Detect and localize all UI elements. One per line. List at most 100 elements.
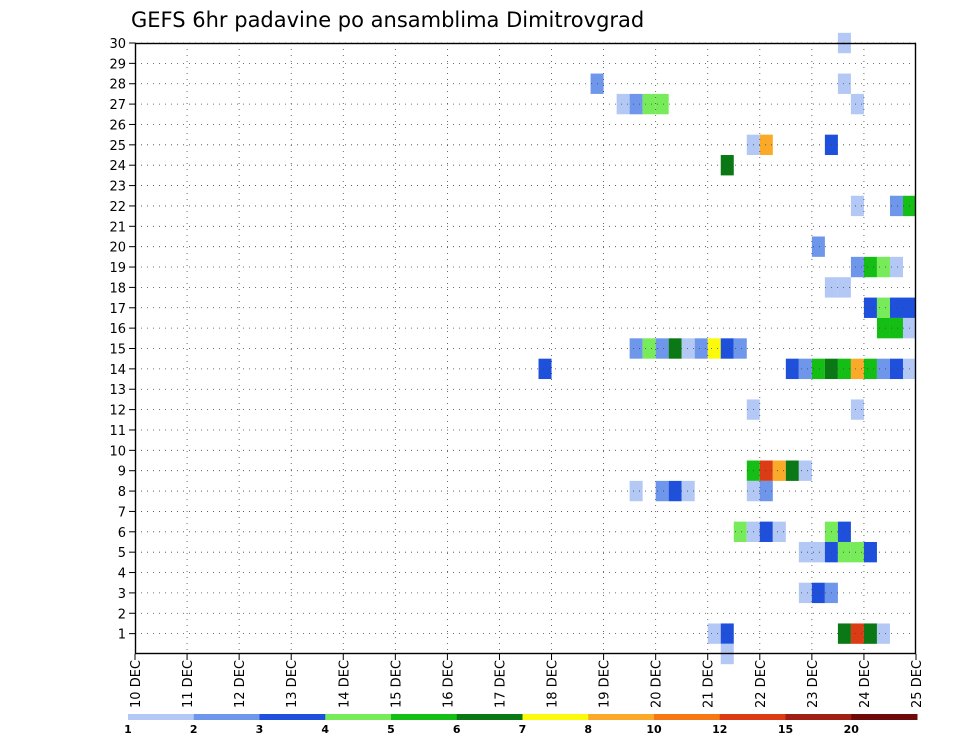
x-tick-label: 21 DEC: [702, 660, 717, 708]
precip-cell: [863, 358, 877, 380]
legend-swatch: [193, 714, 260, 720]
y-tick-label: 16: [109, 322, 126, 337]
x-tick-label: 16 DEC: [441, 660, 456, 708]
y-tick-label: 13: [109, 383, 126, 398]
y-tick-label: 21: [109, 220, 126, 235]
y-tick-label: 17: [109, 302, 126, 317]
precip-cell: [733, 521, 747, 542]
legend-label: 6: [453, 723, 461, 736]
precip-cell: [655, 93, 669, 115]
legend-label: 5: [387, 723, 395, 736]
precip-cell: [850, 195, 864, 217]
precip-cell: [863, 541, 877, 563]
legend-swatch: [128, 714, 195, 720]
legend-swatch: [522, 714, 589, 720]
precip-cell: [642, 93, 656, 115]
y-tick-label: 4: [118, 567, 126, 582]
legend-label: 8: [584, 723, 592, 736]
precip-cell: [629, 480, 643, 502]
y-axis: 1234567891011121314151617181920212223242…: [109, 37, 135, 643]
precip-cell: [837, 277, 851, 298]
precip-cell: [811, 236, 825, 257]
x-tick-label: 11 DEC: [181, 660, 196, 708]
x-tick-label: 15 DEC: [389, 660, 404, 708]
x-tick-label: 20 DEC: [650, 660, 665, 708]
precip-cell: [772, 521, 786, 542]
y-tick-label: 9: [118, 465, 126, 480]
precip-cell: [876, 317, 890, 339]
y-tick-label: 18: [109, 281, 126, 296]
chart-title: GEFS 6hr padavine po ansamblima Dimitrov…: [131, 8, 644, 32]
y-tick-label: 15: [109, 343, 126, 358]
y-tick-label: 24: [109, 159, 126, 174]
legend-label: 3: [256, 723, 264, 736]
precip-cell: [538, 358, 552, 380]
precip-cell: [876, 256, 890, 278]
precip-cell: [694, 338, 708, 359]
y-tick-label: 23: [109, 180, 126, 195]
precip-cell: [850, 256, 864, 278]
precip-cell: [720, 623, 734, 644]
precip-cell: [889, 358, 903, 380]
precip-cell: [707, 338, 721, 359]
precip-cell: [837, 623, 851, 644]
precip-cell: [889, 195, 903, 217]
legend-swatch: [588, 714, 655, 720]
precip-cell: [798, 541, 812, 563]
legend-swatch: [851, 714, 918, 720]
precip-cell: [642, 338, 656, 359]
precip-cell: [889, 256, 903, 278]
precip-cell: [837, 541, 851, 563]
precip-cell: [616, 93, 630, 115]
precip-cell: [876, 297, 890, 318]
precip-cell: [837, 358, 851, 380]
precip-cell: [889, 297, 903, 318]
precip-cell: [759, 480, 773, 502]
y-tick-label: 2: [118, 607, 126, 622]
precip-cell: [785, 358, 799, 380]
y-tick-label: 26: [109, 118, 126, 133]
precip-cell: [863, 297, 877, 318]
legend-swatch: [456, 714, 523, 720]
y-tick-label: 12: [109, 404, 126, 419]
x-tick-label: 19 DEC: [598, 660, 613, 708]
y-tick-label: 19: [109, 261, 126, 276]
y-tick-label: 8: [118, 485, 126, 500]
y-tick-label: 27: [109, 98, 126, 113]
precip-cell: [850, 93, 864, 115]
precip-cell: [720, 338, 734, 359]
precip-cell: [850, 623, 864, 644]
y-tick-label: 22: [109, 200, 126, 215]
precip-cell: [733, 338, 747, 359]
legend-label: 20: [844, 723, 860, 736]
x-tick-label: 24 DEC: [858, 660, 873, 708]
precip-cell: [655, 480, 669, 502]
precip-cell: [863, 256, 877, 278]
precip-cell: [798, 460, 812, 481]
precip-cell: [785, 460, 799, 481]
legend-swatch: [391, 714, 458, 720]
y-tick-label: 29: [109, 57, 126, 72]
y-tick-label: 5: [118, 546, 126, 561]
y-tick-label: 30: [109, 37, 126, 52]
precip-cell: [837, 73, 851, 94]
precip-cell: [720, 155, 734, 176]
precip-cell: [837, 521, 851, 542]
y-tick-label: 1: [118, 628, 126, 643]
precip-cell: [876, 358, 890, 380]
legend-label: 12: [712, 723, 727, 736]
data-cells: [538, 32, 916, 665]
precip-cell: [889, 317, 903, 339]
y-tick-label: 20: [109, 241, 126, 256]
legend-swatch: [259, 714, 326, 720]
x-tick-label: 23 DEC: [806, 660, 821, 708]
y-tick-label: 28: [109, 78, 126, 93]
precip-cell: [759, 134, 773, 156]
legend-label: 2: [190, 723, 198, 736]
x-tick-label: 14 DEC: [337, 660, 352, 708]
precip-cell: [811, 541, 825, 563]
x-tick-label: 18 DEC: [546, 660, 561, 708]
legend-label: 1: [124, 723, 132, 736]
legend-swatch: [785, 714, 852, 720]
